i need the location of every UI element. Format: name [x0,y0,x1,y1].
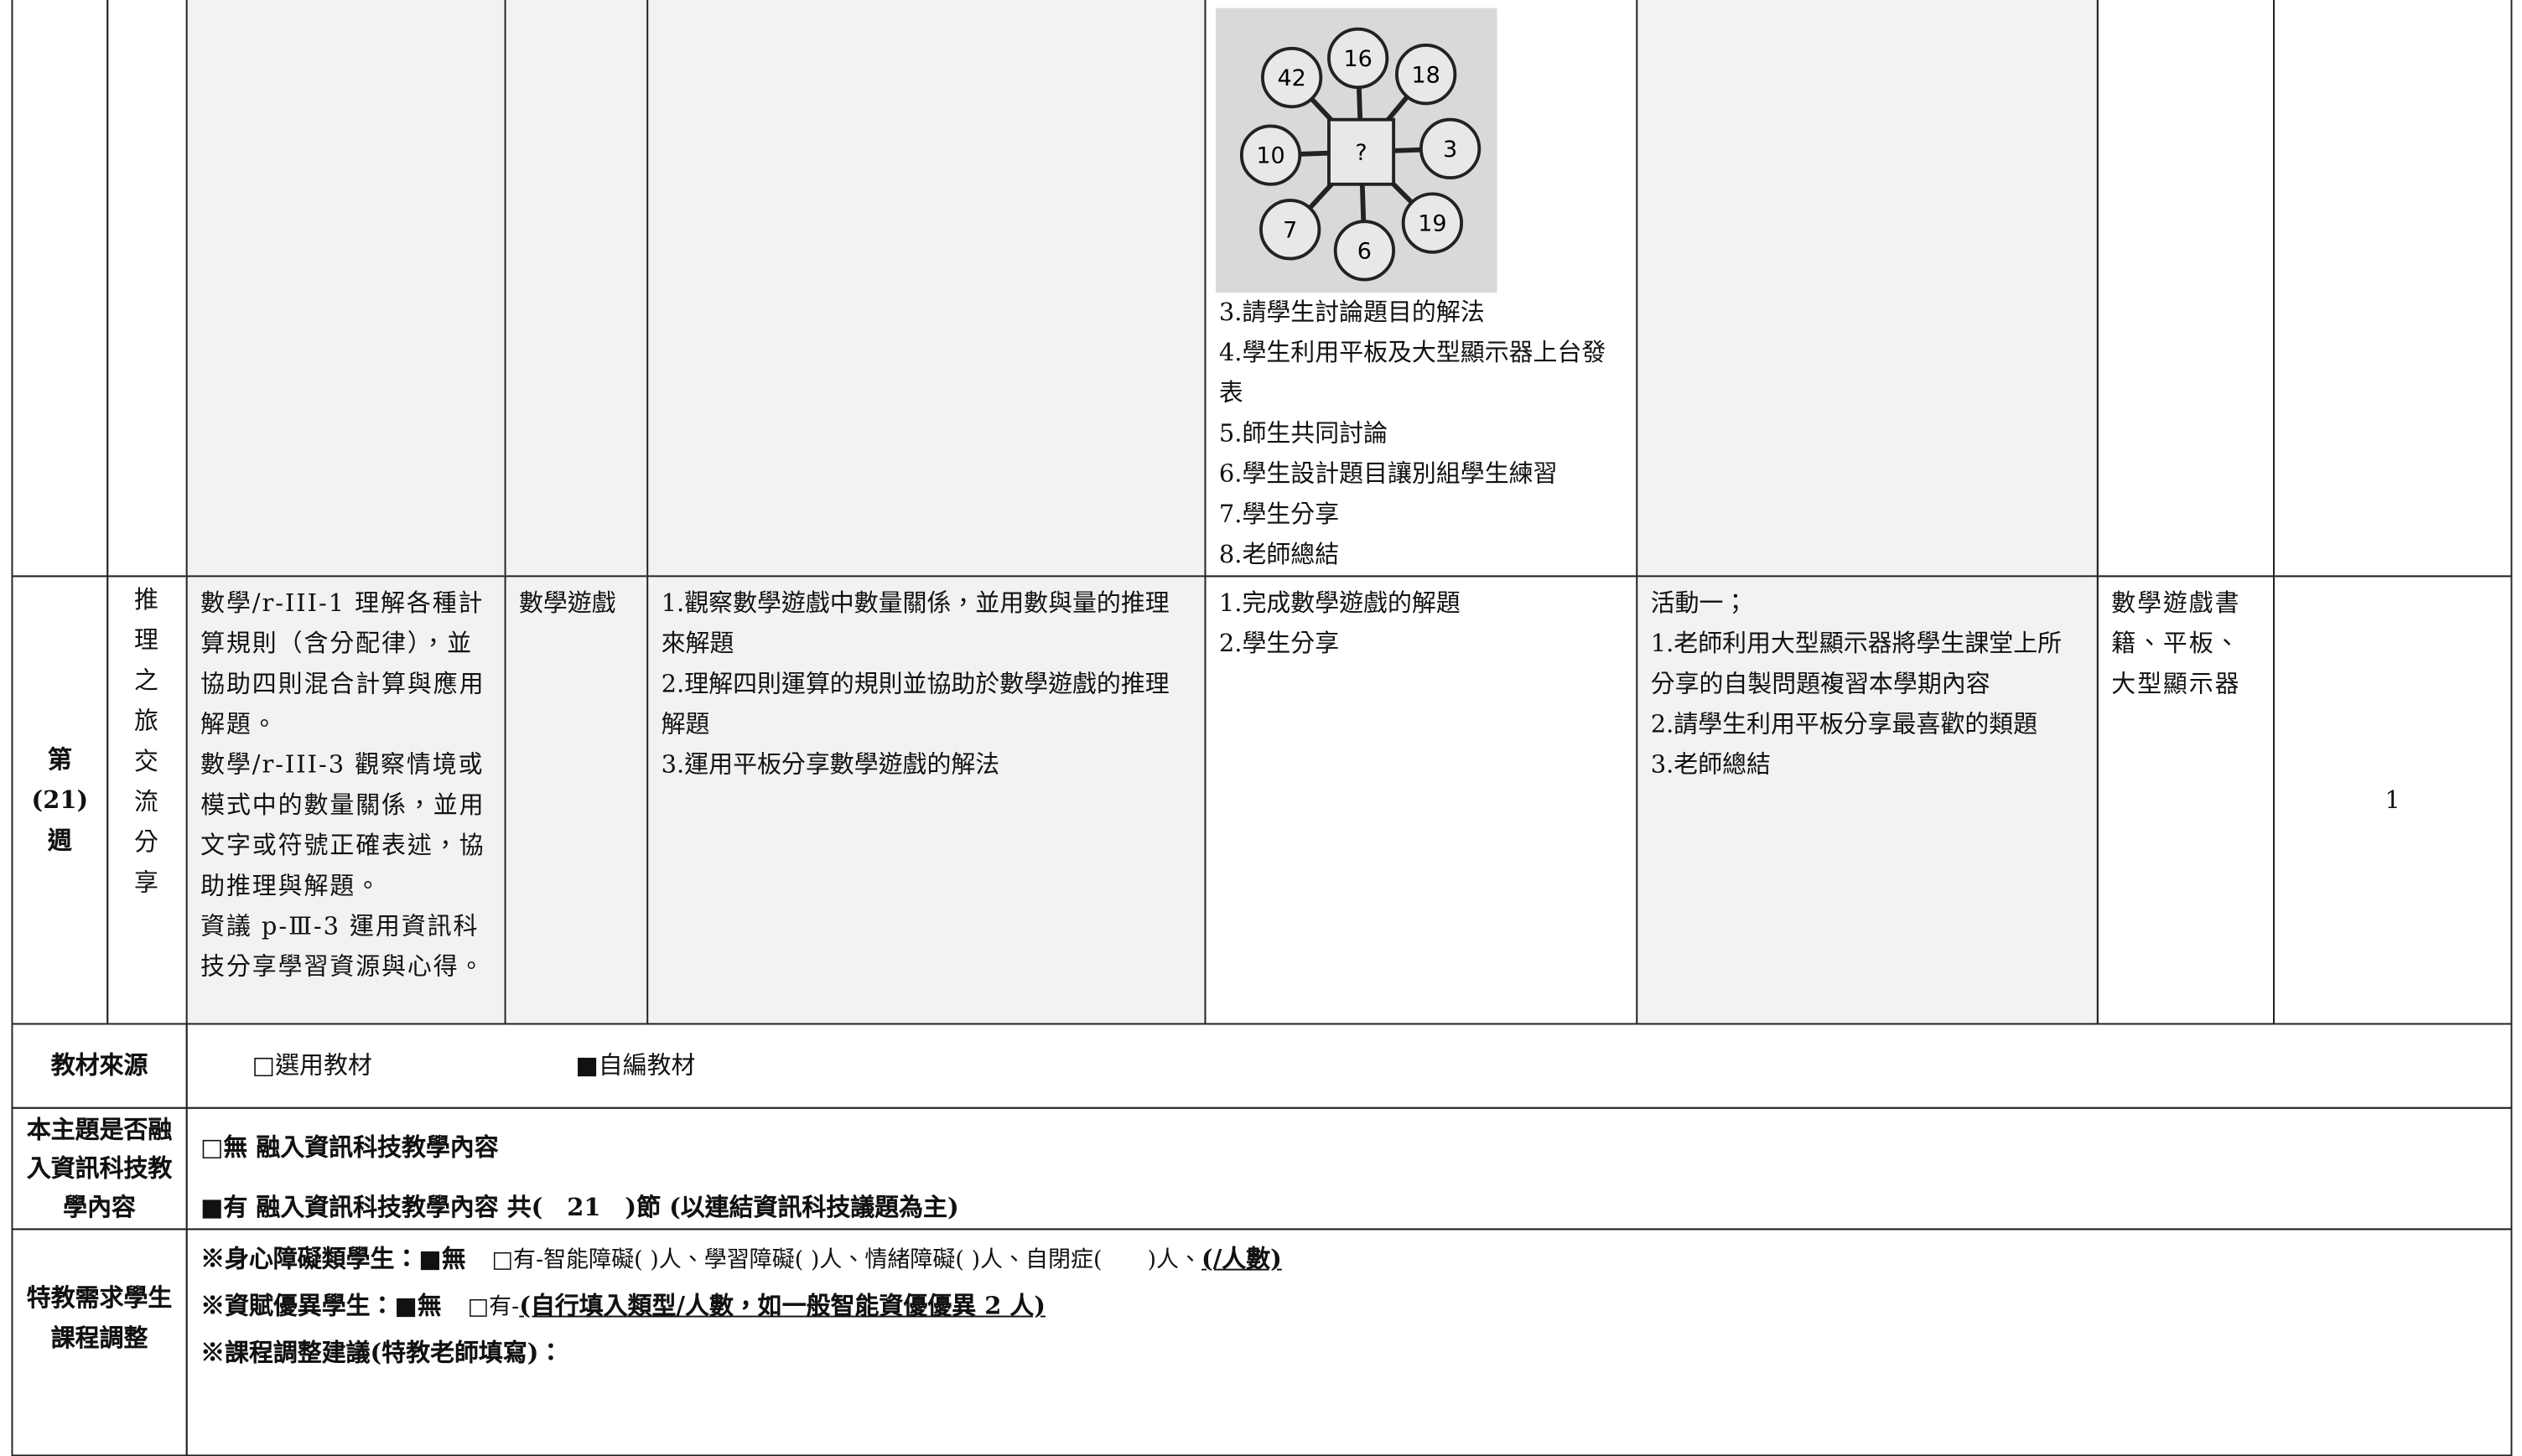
table-cell [1636,0,2099,578]
special-head: ※身心障礙類學生：■無 [200,1244,466,1274]
number-circle [1260,46,1323,109]
table-cell [185,0,506,578]
resource-text: 數學遊戲書籍、平板、大型顯示器 [2111,588,2241,698]
table-cell [11,0,109,578]
figure-label: 19 [1418,211,1446,237]
special-line: ※身心障礙類學生：■無 □有-智能障礙( )人、學習障礙( )人、情緒障礙( )人… [200,1236,2498,1283]
number-circle [1327,27,1389,90]
special-link: (自行填入類型/人數，如一般智能資優優異 2 人) [519,1291,1046,1321]
assessment-text: 2.學生分享 [1218,629,1340,658]
period-cell: 1 [2273,575,2513,1025]
activity-text: 2.請學生利用平板分享最喜歡的類題 [1650,709,2038,739]
number-circle [1259,199,1321,261]
method-cell: 數學遊戲 [504,575,649,1025]
materials-label: 教材來源 [11,1023,188,1109]
competency-text: 數學/r-III-3 觀察情境或模式中的數量關係，並用文字或符號正確表述，協助推… [200,749,485,901]
week-text: (21) [31,785,89,814]
option: □選用教材 [252,1050,372,1080]
unit-cell: 推理之旅交流分享 [106,575,188,1025]
label: 本主題是否融入資訊科技教學內容 [26,1115,173,1222]
competency-text: 數學/r-III-1 理解各種計算規則（含分配律），並協助四則混合計算與應用解題… [200,588,485,739]
center-box [1327,117,1396,186]
activity-cell: 活動一； 1.老師利用大型顯示器將學生課堂上所分享的自製問題複習本學期內容 2.請學… [1636,575,2099,1025]
activity-line: 8.老師總結 [1218,540,1340,569]
week-cell: 第 (21) 週 [11,575,109,1025]
activity-text: 1.老師利用大型顯示器將學生課堂上所分享的自製問題複習本學期內容 [1650,629,2063,698]
objective-text: 2.理解四則運算的規則並協助於數學遊戲的推理解題 [661,669,1170,739]
special-line: ※課程調整建議(特教老師填寫)： [200,1338,563,1368]
special-line: ※資賦優異學生：■無 □有-(自行填入類型/人數，如一般智能資優優異 2 人) [200,1283,2498,1330]
assessment-text: 1.完成數學遊戲的解題 [1218,588,1461,618]
figure-label: 3 [1443,137,1457,163]
special-label: 特教需求學生課程調整 [11,1228,188,1456]
special-link: (/人數) [1201,1244,1282,1274]
special-value: ※身心障礙類學生：■無 □有-智能障礙( )人、學習障礙( )人、情緒障礙( )人… [185,1228,2513,1456]
option: ■自編教材 [575,1050,696,1080]
label: 教材來源 [50,1050,148,1080]
table-cell [2273,0,2513,578]
objective-text: 1.觀察數學遊戲中數量關係，並用數與量的推理來解題 [661,588,1170,658]
number-circle [1239,124,1302,186]
puzzle-figure: 42 16 18 10? 3 7 6 19 [1216,8,1497,293]
figure-label: 10 [1256,143,1284,169]
objective-cell: 1.觀察數學遊戲中數量關係，並用數與量的推理來解題 2.理解四則運算的規則並協助於… [646,575,1207,1025]
figure-label: 7 [1283,217,1297,243]
table-cell [106,0,188,578]
number-circle [1395,44,1457,106]
activity-line: 6.學生設計題目讓別組學生練習 [1218,459,1558,489]
label: 特教需求學生課程調整 [26,1282,173,1353]
figure-label: 18 [1412,62,1440,88]
assessment-cell: 1.完成數學遊戲的解題 2.學生分享 [1204,575,1638,1025]
special-text: □有-智能障礙( )人、學習障礙( )人、情緒障礙( )人、自閉症( )人、 [491,1247,1202,1274]
special-text: □有- [467,1294,520,1321]
resource-cell: 數學遊戲書籍、平板、大型顯示器 [2096,575,2275,1025]
special-head: ※資賦優異學生：■無 [200,1291,442,1321]
option: □無 融入資訊科技教學內容 [200,1132,499,1163]
week-text: 第 [47,744,72,774]
activity-line: 4.學生利用平板及大型顯示器上台發表 [1218,337,1606,407]
materials-value: □選用教材 ■自編教材 [185,1023,2513,1109]
it-value: □無 融入資訊科技教學內容 ■有 融入資訊科技教學內容 共( 21 )節 (以連結… [185,1106,2513,1231]
activity-text: 3.老師總結 [1650,749,1771,780]
number-circle [1333,220,1396,282]
activity-line: 3.請學生討論題目的解法 [1218,297,1485,327]
competency-cell: 數學/r-III-1 理解各種計算規則（含分配律），並協助四則混合計算與應用解題… [185,575,506,1025]
table-cell [504,0,649,578]
method-text: 數學遊戲 [518,588,616,618]
activity-line: 5.師生共同討論 [1218,418,1388,448]
objective-text: 3.運用平板分享數學遊戲的解法 [661,749,1000,780]
table-cell [2096,0,2275,578]
table-cell [646,0,1207,578]
activity-line: 7.學生分享 [1218,499,1340,529]
number-circle [1419,117,1482,180]
figure-label: 42 [1277,65,1305,91]
activity-text: 活動一； [1650,588,1748,618]
unit-text: 推理之旅交流分享 [134,585,158,898]
table-cell: 42 16 18 10? 3 7 6 19 3.請學生討論題目的解法 4.學生利用平板及大型顯示器… [1204,0,1638,578]
figure-label: ? [1355,140,1367,166]
it-label: 本主題是否融入資訊科技教學內容 [11,1106,188,1231]
period-text: 1 [2384,785,2400,814]
week-text: 週 [47,825,72,855]
figure-label: 6 [1357,239,1372,265]
number-circle [1401,192,1464,254]
figure-label: 16 [1344,46,1373,72]
competency-text: 資議 p-Ⅲ-3 運用資訊科技分享學習資源與心得。 [200,911,485,982]
option: ■有 融入資訊科技教學內容 共( 21 )節 (以連結資訊科技議題為主) [200,1193,959,1222]
